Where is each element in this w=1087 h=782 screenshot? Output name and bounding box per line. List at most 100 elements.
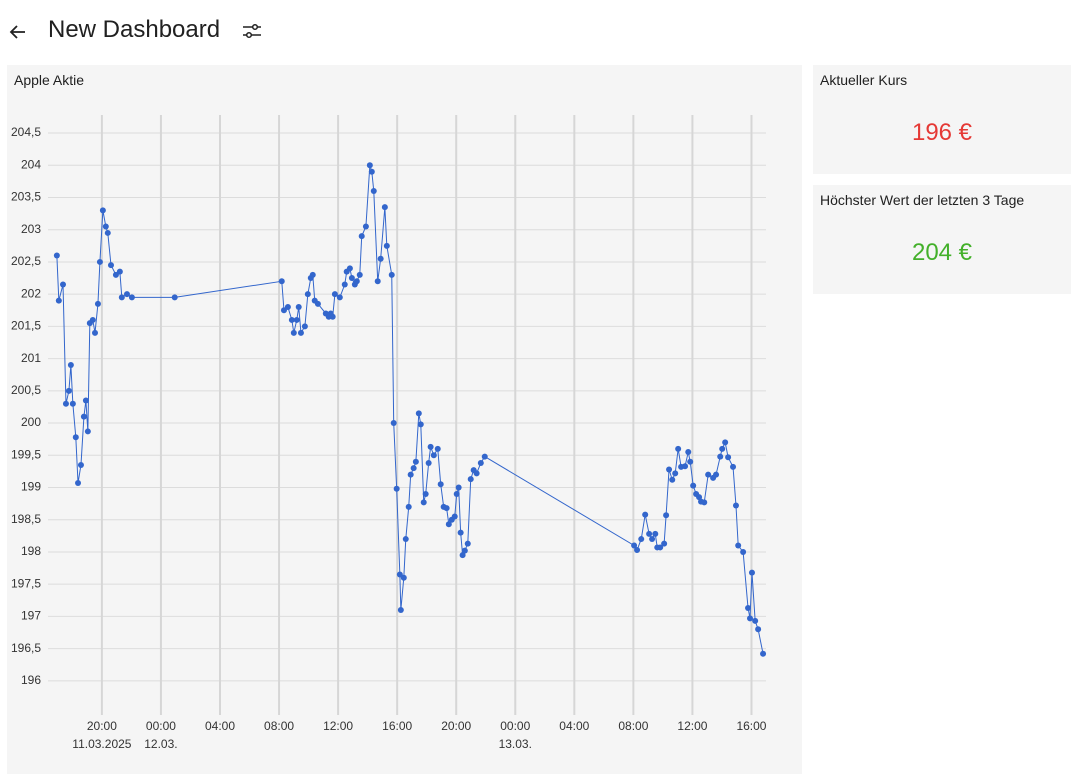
data-point [464,540,471,547]
data-point [748,569,755,576]
y-tick-label: 199 [21,480,41,494]
data-point [341,281,348,288]
data-point [77,461,84,468]
data-point [123,291,130,298]
data-point [99,207,106,214]
data-point [346,265,353,272]
data-point [362,223,369,230]
back-button[interactable] [8,22,28,42]
data-point [62,400,69,407]
data-point [663,512,670,519]
data-point [415,410,422,417]
data-point [445,521,452,528]
data-point [459,552,466,559]
data-point [652,530,659,537]
data-point [657,544,664,551]
data-point [331,291,338,298]
data-point [455,484,462,491]
x-tick-label: 04:00 [205,719,235,733]
y-tick-label: 197,5 [11,576,41,590]
x-tick-label: 20:00 [87,719,117,733]
data-point [473,470,480,477]
data-point [67,362,74,369]
data-point [366,162,373,169]
data-point [128,294,135,301]
data-point [309,271,316,278]
data-point [705,471,712,478]
y-tick-label: 196 [21,673,41,687]
x-tick-sublabel: 12.03. [144,737,177,751]
data-point [477,460,484,467]
data-point [747,615,754,622]
data-point [94,300,101,307]
card-title: Aktueller Kurs [820,72,908,88]
data-point [675,445,682,452]
x-tick-label: 08:00 [264,719,294,733]
data-point [60,281,67,288]
data-point [719,445,726,452]
data-point [407,471,414,478]
x-tick-label: 04:00 [559,719,589,733]
data-point [55,297,62,304]
x-tick-label: 00:00 [146,719,176,733]
chart-panel: 196 196,5 197 197,5 198 198,5 199 199,5 200 200,5… [7,65,802,774]
x-tick-sublabel: 13.03. [499,737,532,751]
data-point [80,413,87,420]
card-value: 196 € [911,119,973,146]
x-tick-label: 00:00 [500,719,530,733]
data-point [638,536,645,543]
card: Höchster Wert der letzten 3 Tage 204 € [813,185,1071,294]
data-point [374,278,381,285]
y-tick-label: 203,5 [11,190,41,204]
data-point [405,503,412,510]
data-point [752,617,759,624]
data-point [417,421,424,428]
data-point [65,387,72,394]
data-point [646,530,653,537]
data-point [725,454,732,461]
data-point [284,304,291,311]
data-point [116,268,123,275]
data-point [358,233,365,240]
data-point [82,397,89,404]
data-point [631,542,638,549]
x-tick-label: 16:00 [736,719,766,733]
y-tick-label: 202,5 [11,254,41,268]
data-point [336,294,343,301]
data-point [297,329,304,336]
data-point [666,466,673,473]
data-point [370,188,377,195]
data-point [383,242,390,249]
data-point [481,453,488,460]
x-tick-sublabel: 11.03.2025 [72,737,131,751]
data-point [422,490,429,497]
data-point [412,458,419,465]
data-point [730,463,737,470]
y-tick-label: 204,5 [11,125,41,139]
data-point [393,485,400,492]
data-point [301,323,308,330]
data-point [745,605,752,612]
data-point [75,479,82,486]
y-tick-label: 197 [21,609,41,623]
data-point [91,329,98,336]
data-point [701,499,708,506]
data-point [425,460,432,467]
data-point [402,536,409,543]
data-point [634,547,641,554]
settings-button[interactable] [242,21,262,41]
data-point [290,329,297,336]
data-point [669,476,676,483]
data-point [682,463,689,470]
x-tick-label: 08:00 [618,719,648,733]
data-point [690,482,697,489]
y-tick-label: 196,5 [11,641,41,655]
data-point [293,316,300,323]
data-point [329,313,336,320]
data-point [104,229,111,236]
data-point [457,529,464,536]
data-point [434,445,441,452]
data-point [381,204,388,211]
data-point [314,300,321,307]
